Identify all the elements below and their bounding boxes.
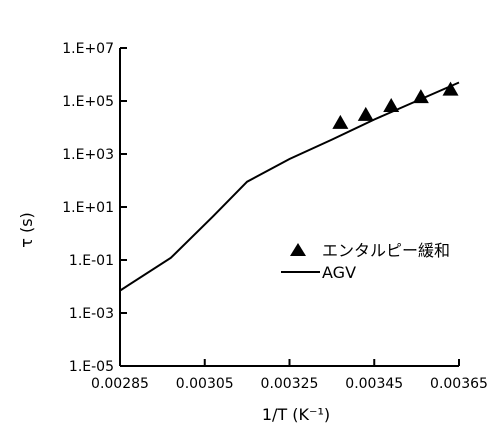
x-tick-label: 0.00285 [91, 376, 149, 392]
y-tick-label: 1.E+03 [62, 147, 114, 163]
legend: エンタルピー緩和 AGV [281, 241, 450, 282]
y-tick-label: 1.E+07 [62, 41, 114, 57]
x-ticks: 0.00285 0.00305 0.00325 0.00345 0.00365 [91, 359, 488, 392]
enthalpy-triangle-point [442, 81, 459, 96]
x-tick-label: 0.00325 [261, 376, 319, 392]
legend-label-agv: AGV [322, 263, 356, 282]
agv-line [119, 81, 460, 292]
y-tick-label: 1.E-05 [69, 359, 114, 375]
y-axis-title: τ (s) [17, 212, 36, 248]
enthalpy-triangle-point [412, 89, 429, 104]
y-tick-label: 1.E-01 [69, 253, 114, 269]
axes [119, 48, 459, 367]
enthalpy-triangle-point [357, 106, 374, 121]
y-tick-label: 1.E+05 [62, 94, 114, 110]
x-tick-label: 0.00345 [345, 376, 403, 392]
x-axis-title: 1/T (K⁻¹) [262, 405, 330, 424]
legend-label-enthalpy: エンタルピー緩和 [322, 241, 450, 260]
y-tick-label: 1.E-03 [69, 306, 114, 322]
enthalpy-triangle-point [332, 114, 349, 129]
series-layer [119, 81, 460, 292]
x-tick-label: 0.00305 [176, 376, 234, 392]
y-tick-label: 1.E+01 [62, 200, 114, 216]
legend-triangle-marker [290, 243, 306, 256]
y-ticks: 1.E-05 1.E-03 1.E-01 1.E+01 1.E+03 1.E+05 1.E+… [62, 41, 127, 375]
enthalpy-triangle-point [383, 97, 400, 112]
x-tick-label: 0.00365 [430, 376, 488, 392]
